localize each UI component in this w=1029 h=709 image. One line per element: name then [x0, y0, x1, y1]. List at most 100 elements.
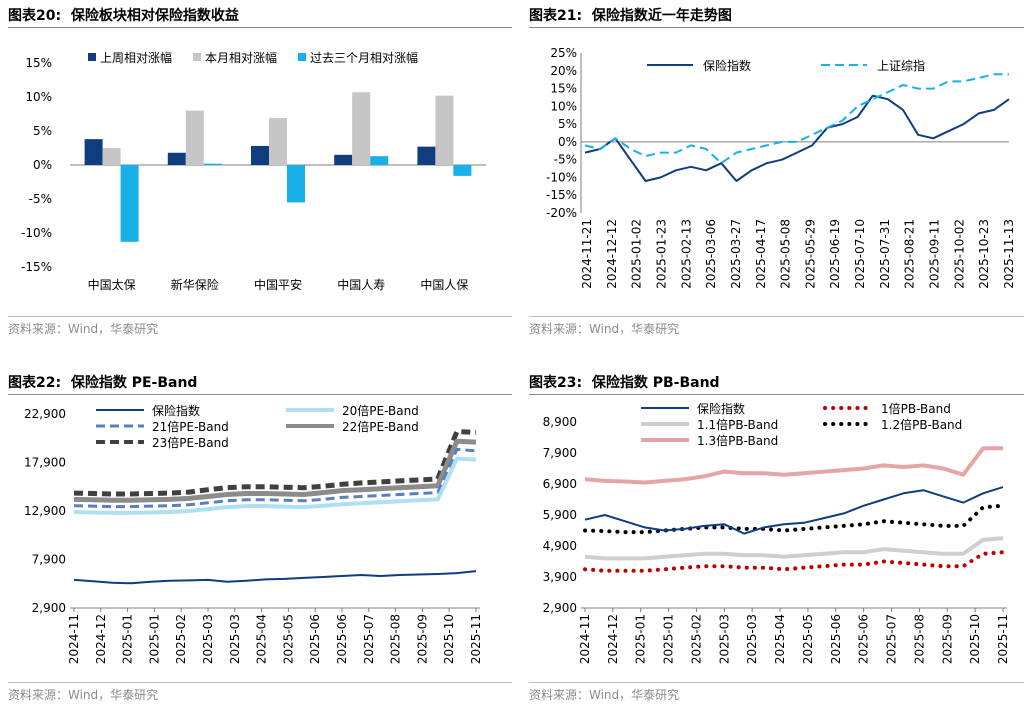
bar-过去三个月相对涨幅 — [287, 165, 305, 203]
legend-label: 保险指数 — [697, 401, 745, 416]
bar-上周相对涨幅 — [167, 152, 186, 165]
bar-本月相对涨幅 — [435, 95, 454, 165]
series-line-20倍PE-Band — [73, 456, 477, 515]
chart-title-fig23: 图表23: 保险指数 PB-Band — [529, 375, 720, 391]
series-line-保险指数 — [584, 486, 1004, 535]
series-line-上证综指 — [584, 73, 1009, 165]
legend-label: 23倍PE-Band — [152, 435, 229, 450]
chart-fig21: 25% 20% 15% 10% 5% 0% -5% -10% -15% -20%2024-11-2… — [546, 46, 1016, 289]
x-tick-label: 2025-11 — [469, 614, 483, 664]
panel-fig23: 图表23: 保险指数 PB-Band 8,900 7,900 6,900 5,900 4… — [529, 372, 1024, 707]
bar-本月相对涨幅 — [185, 110, 204, 165]
chart-fig23: 8,9007,9006,9005,9004,9003,9002,9002024-… — [543, 401, 1010, 664]
x-tick-label: 2025-03 — [201, 614, 215, 664]
bar-过去三个月相对涨幅 — [370, 156, 389, 165]
y-tick-label: 20% — [550, 64, 577, 78]
y-tick-label: 7,900 — [543, 446, 577, 460]
series-line-1.3倍PB-Band — [584, 446, 1003, 485]
legend-label: 1.2倍PB-Band — [881, 417, 962, 432]
x-tick-label: 2025-01 — [121, 614, 135, 664]
x-tick-label: 2025-09-11 — [928, 219, 942, 289]
y-tick-label: 8,900 — [543, 415, 577, 429]
x-tick-label: 中国太保 — [88, 277, 136, 292]
x-tick-label: 2025-04 — [773, 614, 787, 664]
bar-上周相对涨幅 — [84, 139, 103, 165]
x-tick-label: 2025-01 — [634, 614, 648, 664]
panel-fig20: 图表20: 保险板块相对保险指数收益 15% 10% 5% 0% -5% -10% -15%… — [8, 5, 512, 340]
y-tick-label: 15% — [550, 82, 577, 96]
y-tick-label: 3,900 — [543, 570, 577, 584]
y-tick-label: 15% — [25, 56, 52, 70]
y-tick-label: -10% — [546, 170, 577, 184]
bar-本月相对涨幅 — [269, 118, 287, 165]
x-tick-label: 2025-03-06 — [704, 219, 718, 289]
x-tick-label: 中国人保 — [420, 277, 468, 292]
y-tick-label: -15% — [21, 260, 52, 274]
x-tick-label: 2025-03 — [228, 614, 242, 664]
series-line-1.1倍PB-Band — [584, 536, 1004, 561]
bar-过去三个月相对涨幅 — [120, 165, 139, 242]
y-tick-label: -5% — [554, 153, 577, 167]
y-tick-label: 5,900 — [543, 508, 577, 522]
series-line-23倍PE-Band — [73, 429, 477, 497]
title-rule — [529, 394, 1024, 395]
y-tick-label: 0% — [558, 135, 577, 149]
bar-上周相对涨幅 — [417, 146, 436, 165]
panel-fig22: 图表22: 保险指数 PE-Band 22,900 17,900 12,900 7,9… — [8, 372, 512, 707]
x-tick-label: 2025-06-19 — [828, 219, 842, 289]
y-tick-label: 5% — [33, 124, 52, 138]
series-line-保险指数 — [584, 94, 1010, 182]
x-tick-label: 2025-08 — [912, 614, 926, 664]
chart-title-fig22: 图表22: 保险指数 PE-Band — [8, 375, 198, 391]
x-tick-label: 2025-07-10 — [853, 219, 867, 289]
x-tick-label: 2025-01 — [147, 614, 161, 664]
y-tick-label: 10% — [550, 99, 577, 113]
title-rule — [8, 27, 512, 28]
x-tick-label: 2025-11 — [996, 614, 1010, 664]
x-tick-label: 2025-06 — [829, 614, 843, 664]
legend-label: 21倍PE-Band — [152, 419, 229, 434]
chart-title-fig21: 图表21: 保险指数近一年走势图 — [529, 8, 732, 24]
x-tick-label: 中国人寿 — [337, 277, 385, 292]
x-tick-label: 2025-01-23 — [654, 219, 668, 289]
x-tick-label: 2025-04 — [255, 614, 269, 664]
x-tick-label: 2025-03-27 — [729, 219, 743, 289]
y-tick-label: 4,900 — [543, 539, 577, 553]
x-tick-label: 2025-10 — [442, 614, 456, 664]
x-tick-label: 2024-11-21 — [580, 219, 594, 289]
y-tick-label: 22,900 — [24, 407, 66, 421]
x-tick-label: 2024-11 — [578, 614, 592, 664]
y-tick-label: 2,900 — [32, 601, 66, 615]
legend-label: 上证综指 — [877, 58, 925, 73]
source-note: 资料来源：Wind，华泰研究 — [8, 688, 159, 702]
x-tick-label: 中国平安 — [254, 277, 302, 292]
x-tick-label: 2025-03 — [745, 614, 759, 664]
bar-上周相对涨幅 — [251, 145, 269, 165]
y-tick-label: -10% — [21, 226, 52, 240]
x-tick-label: 2025-02-13 — [679, 219, 693, 289]
chart-title-fig20: 图表20: 保险板块相对保险指数收益 — [8, 8, 239, 24]
y-tick-label: 2,900 — [543, 601, 577, 615]
x-tick-label: 2025-06 — [857, 614, 871, 664]
x-tick-label: 2025-06 — [308, 614, 322, 664]
bar-本月相对涨幅 — [352, 92, 371, 165]
y-tick-label: -15% — [546, 188, 577, 202]
y-tick-label: 12,900 — [24, 504, 66, 518]
x-tick-label: 新华保险 — [171, 277, 219, 292]
y-tick-label: 0% — [33, 158, 52, 172]
x-tick-label: 2025-01-02 — [630, 219, 644, 289]
legend-label: 22倍PE-Band — [342, 419, 419, 434]
source-rule — [529, 682, 1024, 683]
x-tick-label: 2025-02 — [174, 614, 188, 664]
y-tick-label: 5% — [558, 117, 577, 131]
legend-label: 1.3倍PB-Band — [697, 433, 778, 448]
x-tick-label: 2024-12 — [94, 614, 108, 664]
x-tick-label: 2024-12 — [606, 614, 620, 664]
legend-swatch — [193, 53, 201, 61]
y-tick-label: -20% — [546, 206, 577, 220]
source-note: 资料来源：Wind，华泰研究 — [8, 322, 159, 336]
series-line-21倍PE-Band — [73, 447, 477, 509]
x-tick-label: 2025-04-17 — [754, 219, 768, 289]
legend-swatch — [298, 53, 306, 61]
x-tick-label: 2025-05 — [281, 614, 295, 664]
